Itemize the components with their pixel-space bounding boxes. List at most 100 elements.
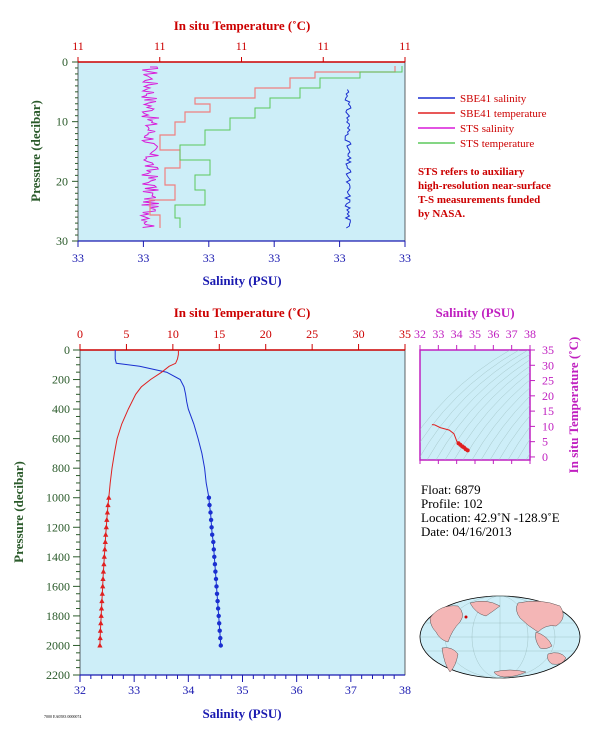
top-sal-tick-label: 33 [137,251,149,265]
ts-sal-tick-label: 36 [487,327,499,341]
sbe41-temperature-trace [149,66,396,228]
top-traces [139,66,403,229]
bottom-sal-ticks: 32 33 34 35 36 37 38 [74,675,411,697]
sts-temperature-trace [174,66,403,228]
density-contour [453,372,530,460]
temperature-marker [101,561,107,567]
info-location: Location: 42.9˚N -128.9˚E [421,510,560,525]
bottom-temp-tick-label: 35 [399,327,411,341]
top-pressure-tick-label: 20 [56,174,68,188]
bottom-pressure-tick-label: 2200 [46,668,70,682]
salinity-marker [217,621,222,626]
salinity-marker [206,495,212,500]
map-float-marker [464,615,468,619]
ts-plot-area [419,349,531,461]
salinity-marker [216,613,221,619]
bottom-sal-tick-label: 38 [399,683,411,697]
bottom-plot-area [79,349,406,676]
salinity-marker [215,606,221,611]
salinity-marker [213,569,218,574]
bottom-temp-tick-label: 5 [123,327,129,341]
ts-temp-tick-label: 35 [542,343,554,357]
bottom-pressure-tick-label: 200 [52,373,70,387]
bottom-sal-tick-label: 34 [182,683,194,697]
ts-temp-label: In situ Temperature (˚C) [566,337,581,474]
salinity-marker [213,576,219,582]
salinity-marker [210,532,215,537]
info-profile: Profile: 102 [421,496,483,511]
temperature-marker [97,635,103,641]
temperature-marker [103,524,109,530]
bottom-temp-tick-label: 30 [353,327,365,341]
ts-data [431,424,470,453]
ts-temp-tick-label: 15 [542,404,554,418]
temperature-marker [102,539,108,544]
density-contour [420,350,520,443]
ts-temp-tick-label: 0 [542,450,548,464]
salinity-marker [212,562,218,567]
sbe41-salinity-trace [344,89,352,229]
note-line-1: STS refers to auxiliary [418,166,525,178]
bottom-pressure-tick-label: 600 [52,432,70,446]
top-pressure-ticks: 0 10 20 30 [56,55,78,248]
bottom-pressure-tick-label: 1000 [46,491,70,505]
legend-label-sbe-temperature: SBE41 temperature [460,108,547,120]
density-contour [420,350,529,458]
top-temp-title: In situ Temperature (˚C) [174,18,311,33]
temperature-marker [99,598,105,604]
footer-code: 7000 EA0583 0000074 [44,714,81,719]
bottom-temp-title: In situ Temperature (˚C) [174,305,311,320]
temperature-marker [106,494,112,500]
info-date: Date: 04/16/2013 [421,524,512,539]
temperature-marker [100,583,106,589]
salinity-marker [214,591,220,596]
temperature-marker [100,568,106,574]
temperature-marker [101,553,107,559]
density-contour [435,359,530,460]
bottom-sal-title: Salinity (PSU) [202,706,281,721]
temperature-marker [99,590,105,596]
salinity-marker [214,584,219,589]
salinity-marker [208,510,213,515]
temperature-marker [104,509,110,515]
top-sal-tick-label: 33 [203,251,215,265]
ts-point [465,448,470,453]
bottom-temp-tick-label: 15 [213,327,225,341]
note-line-4: by NASA. [418,208,465,220]
temperature-marker [97,627,103,633]
temperature-marker [100,576,106,581]
ts-temp-tick-label: 10 [542,419,554,433]
salinity-marker [212,554,217,559]
top-sal-title: Salinity (PSU) [202,273,281,288]
density-contour [507,426,530,460]
ts-sal-tick-label: 33 [432,327,444,341]
top-plot-area [77,61,406,242]
salinity-marker [207,502,212,508]
temperature-marker [97,642,103,648]
ts-temp-tick-label: 5 [542,435,548,449]
bottom-pressure-label: Pressure (decibar) [11,461,26,563]
temperature-marker [98,620,104,626]
top-sal-tick-label: 33 [334,251,346,265]
ts-sal-title: Salinity (PSU) [435,305,514,320]
salinity-marker [218,635,223,641]
bottom-sal-tick-label: 37 [345,683,357,697]
info-float: Float: 6879 [421,482,481,497]
temperature-marker [98,612,104,618]
salinity-marker [211,539,216,545]
note-line-2: high-resolution near-surface [418,180,551,192]
bottom-temp-tick-label: 0 [77,327,83,341]
salinity-marker [209,525,214,530]
density-contour [420,350,511,430]
temperature-marker [104,516,110,522]
density-contour [525,452,530,460]
bottom-pressure-tick-label: 1200 [46,520,70,534]
density-contour [471,387,530,460]
bottom-sal-tick-label: 36 [291,683,303,697]
bottom-series [97,350,223,648]
density-contour [498,415,530,460]
bottom-pressure-tick-label: 2000 [46,638,70,652]
bottom-temp-tick-label: 25 [306,327,318,341]
temperature-marker [102,546,108,552]
